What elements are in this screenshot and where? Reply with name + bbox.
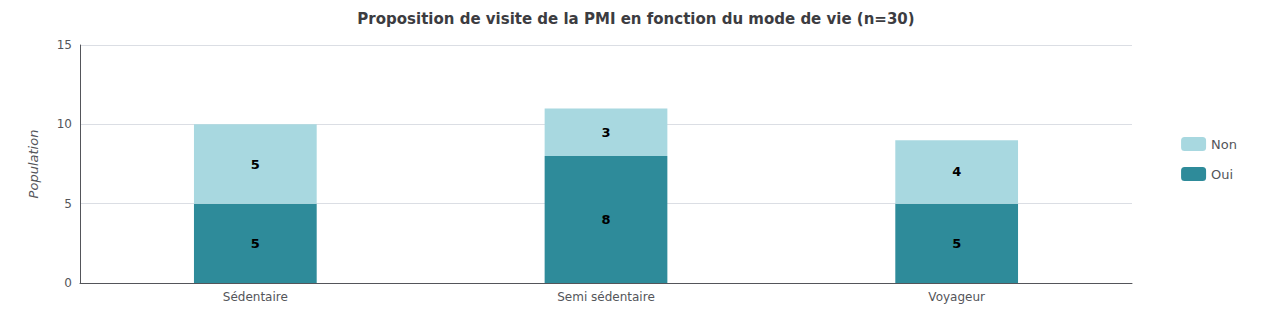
svg-text:15: 15	[57, 38, 72, 52]
svg-text:3: 3	[601, 125, 610, 140]
svg-text:Non: Non	[1211, 137, 1237, 152]
svg-text:Proposition de visite de la PM: Proposition de visite de la PMI en fonct…	[357, 10, 914, 28]
svg-text:5: 5	[952, 236, 961, 251]
svg-text:Sédentaire: Sédentaire	[223, 290, 288, 304]
svg-text:8: 8	[601, 212, 610, 227]
svg-text:Oui: Oui	[1211, 167, 1233, 182]
svg-text:Voyageur: Voyageur	[928, 290, 985, 304]
svg-text:Semi sédentaire: Semi sédentaire	[557, 290, 655, 304]
svg-text:5: 5	[251, 157, 260, 172]
svg-text:5: 5	[64, 197, 72, 211]
svg-text:4: 4	[952, 164, 961, 179]
svg-text:Population: Population	[26, 130, 41, 199]
svg-text:0: 0	[64, 276, 72, 290]
svg-text:10: 10	[57, 117, 72, 131]
svg-text:5: 5	[251, 236, 260, 251]
